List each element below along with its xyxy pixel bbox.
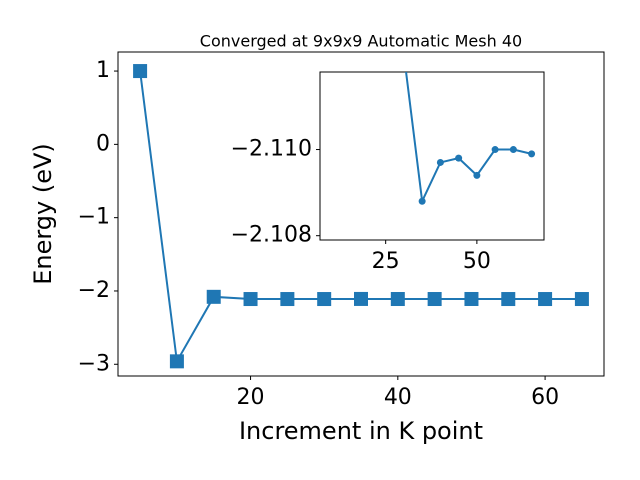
x-tick-label: 50 — [463, 249, 491, 274]
marker — [491, 146, 499, 154]
y-tick-label: −2.110 — [231, 137, 312, 162]
marker — [390, 292, 405, 307]
marker — [436, 158, 444, 166]
marker — [473, 171, 481, 179]
y-tick-label: −2.108 — [231, 223, 312, 248]
x-tick-label: 25 — [372, 249, 400, 274]
marker — [574, 292, 589, 307]
marker — [418, 197, 426, 205]
marker — [528, 150, 536, 158]
y-tick-label: 1 — [96, 58, 110, 83]
x-tick-label: 20 — [237, 385, 265, 410]
marker — [509, 146, 517, 154]
y-tick-label: 0 — [96, 131, 110, 156]
marker — [455, 154, 463, 162]
x-tick-label: 60 — [531, 385, 559, 410]
marker — [317, 292, 332, 307]
series — [133, 64, 589, 369]
y-axis-label: Energy (eV) — [29, 143, 57, 285]
marker — [538, 292, 553, 307]
marker — [464, 291, 479, 306]
marker — [243, 292, 258, 307]
marker — [280, 292, 295, 307]
marker — [206, 289, 221, 304]
marker — [133, 64, 148, 79]
marker — [427, 292, 442, 307]
y-tick-label: −3 — [78, 351, 110, 376]
marker — [501, 292, 516, 307]
x-axis-label: Increment in K point — [239, 417, 483, 445]
series — [405, 72, 536, 205]
marker — [169, 354, 184, 369]
y-tick-label: −1 — [78, 205, 110, 230]
x-tick-label: 40 — [384, 385, 412, 410]
plot-area — [319, 71, 545, 241]
chart-title: Converged at 9x9x9 Automatic Mesh 40 — [200, 32, 522, 51]
marker — [354, 291, 368, 306]
y-tick-label: −2 — [78, 278, 110, 303]
